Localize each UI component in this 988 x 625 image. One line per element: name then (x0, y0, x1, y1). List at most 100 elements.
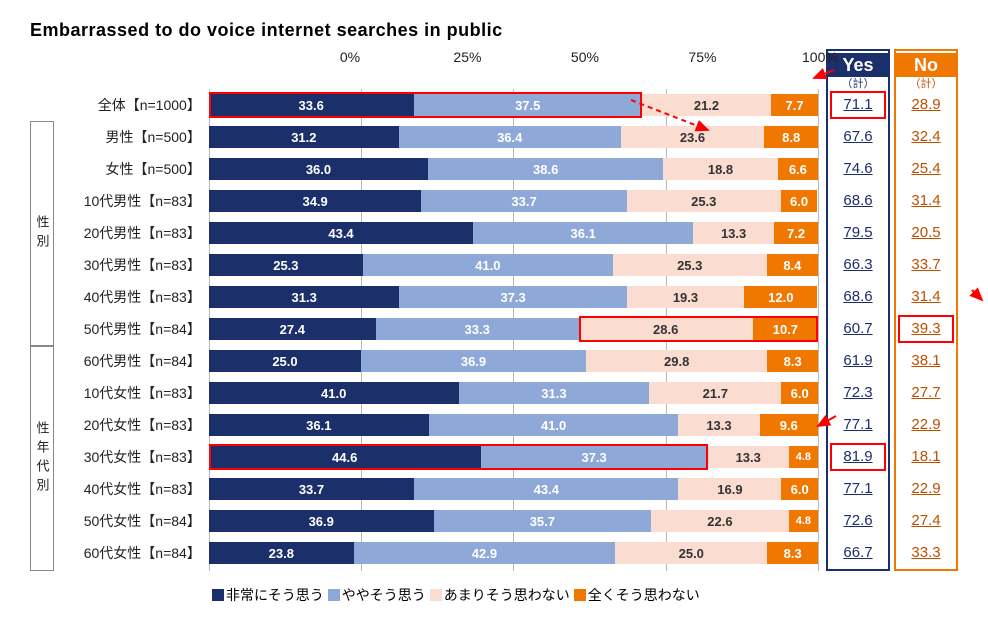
bar-segment: 36.9 (209, 510, 434, 532)
row-label: 10代男性【n=83】 (54, 185, 209, 217)
no-value: 22.9 (896, 409, 956, 441)
bar-segment: 36.1 (209, 414, 429, 436)
bar-segment: 8.3 (767, 350, 818, 372)
bar-segment: 6.0 (781, 382, 818, 404)
bar-segment: 19.3 (627, 286, 745, 308)
bar-row: 33.743.416.96.0 (209, 473, 818, 505)
bar-segment: 29.8 (586, 350, 768, 372)
bar-segment: 41.0 (209, 382, 459, 404)
yes-column: 71.167.674.668.679.566.368.660.761.972.3… (826, 89, 890, 571)
bar-segment: 13.3 (708, 446, 789, 468)
row-label: 40代男性【n=83】 (54, 281, 209, 313)
bar-segment: 31.3 (209, 286, 400, 308)
bar-segment: 25.0 (209, 350, 361, 372)
row-labels: 全体【n=1000】男性【n=500】女性【n=500】10代男性【n=83】2… (54, 89, 209, 571)
legend-swatch (212, 589, 224, 601)
row-label: 60代女性【n=84】 (54, 537, 209, 569)
legend: 非常にそう思うややそう思うあまりそう思わない全くそう思わない (212, 585, 958, 605)
bar-segment: 27.4 (209, 318, 376, 340)
no-value: 27.7 (896, 377, 956, 409)
bar-segment: 37.3 (399, 286, 626, 308)
axis-tick: 75% (688, 49, 716, 65)
bar-segment: 23.6 (621, 126, 765, 148)
bar-segment: 4.8 (789, 510, 818, 532)
bar-segment: 7.7 (771, 94, 818, 116)
bar-segment: 36.1 (473, 222, 693, 244)
bar-segment: 23.8 (209, 542, 354, 564)
bar-segment: 13.3 (678, 414, 759, 436)
no-value: 31.4 (896, 185, 956, 217)
no-value: 25.4 (896, 153, 956, 185)
yes-value: 61.9 (828, 345, 888, 377)
totals-panel: 71.167.674.668.679.566.368.660.761.972.3… (826, 89, 958, 571)
no-value: 31.4 (896, 281, 956, 313)
bar-segment: 6.0 (781, 478, 818, 500)
bar-segment: 37.3 (481, 446, 708, 468)
no-value: 33.7 (896, 249, 956, 281)
category-label: 性別 (30, 121, 54, 346)
axis-tick: 50% (571, 49, 599, 65)
bar-segment: 8.8 (764, 126, 818, 148)
bar-segment: 33.3 (376, 318, 579, 340)
no-column: 28.932.425.431.420.533.731.439.338.127.7… (894, 89, 958, 571)
no-column-header: No （計） (894, 49, 958, 89)
row-label: 全体【n=1000】 (54, 89, 209, 121)
row-label: 男性【n=500】 (54, 121, 209, 153)
no-value: 32.4 (896, 121, 956, 153)
legend-item: あまりそう思わない (430, 585, 570, 605)
bar-segment: 34.9 (209, 190, 422, 212)
legend-label: ややそう思う (342, 585, 426, 605)
no-value: 28.9 (896, 89, 956, 121)
bar-segment: 8.3 (767, 542, 818, 564)
bar-segment: 8.4 (767, 254, 818, 276)
bar-segment: 18.8 (663, 158, 778, 180)
chart-title: Embarrassed to do voice internet searche… (30, 20, 958, 41)
bar-segment: 36.4 (399, 126, 621, 148)
bar-segment: 16.9 (678, 478, 781, 500)
bar-row: 36.935.722.64.8 (209, 505, 818, 537)
row-label: 10代女性【n=83】 (54, 377, 209, 409)
row-label: 40代女性【n=83】 (54, 473, 209, 505)
bar-segment: 6.0 (781, 190, 818, 212)
chart-container: Embarrassed to do voice internet searche… (30, 20, 958, 605)
axis-tick: 100% (802, 49, 838, 65)
bar-segment: 28.6 (579, 318, 753, 340)
bar-segment: 36.0 (209, 158, 428, 180)
legend-item: 全くそう思わない (574, 585, 700, 605)
row-label: 女性【n=500】 (54, 153, 209, 185)
legend-swatch (328, 589, 340, 601)
row-label: 50代女性【n=84】 (54, 505, 209, 537)
bar-segment: 44.6 (209, 446, 481, 468)
bar-segment: 38.6 (428, 158, 663, 180)
bar-segment: 4.8 (789, 446, 818, 468)
no-value: 22.9 (896, 473, 956, 505)
legend-swatch (430, 589, 442, 601)
bar-segment: 21.7 (649, 382, 781, 404)
axis-tick: 25% (453, 49, 481, 65)
bar-row: 31.337.319.312.0 (209, 281, 818, 313)
yes-value: 72.3 (828, 377, 888, 409)
legend-label: あまりそう思わない (444, 585, 570, 605)
x-axis: 0%25%50%75%100% (350, 49, 820, 71)
bar-row: 33.637.521.27.7 (209, 89, 818, 121)
bar-segment: 31.2 (209, 126, 399, 148)
yes-value: 77.1 (828, 473, 888, 505)
no-value: 33.3 (896, 537, 956, 569)
bar-segment: 41.0 (363, 254, 613, 276)
no-value: 39.3 (896, 313, 956, 345)
bars-area: 33.637.521.27.731.236.423.68.836.038.618… (209, 89, 818, 571)
bar-row: 44.637.313.34.8 (209, 441, 818, 473)
no-value: 38.1 (896, 345, 956, 377)
bar-segment: 36.9 (361, 350, 586, 372)
row-label: 60代男性【n=84】 (54, 345, 209, 377)
bar-row: 31.236.423.68.8 (209, 121, 818, 153)
yes-value: 71.1 (828, 89, 888, 121)
bar-row: 36.038.618.86.6 (209, 153, 818, 185)
no-header-label: No (896, 53, 956, 77)
bar-segment: 25.3 (613, 254, 767, 276)
bar-segment: 25.0 (615, 542, 767, 564)
annotation-arrow (962, 280, 988, 310)
bar-segment: 31.3 (459, 382, 650, 404)
yes-value: 66.3 (828, 249, 888, 281)
bar-segment: 37.5 (414, 94, 642, 116)
